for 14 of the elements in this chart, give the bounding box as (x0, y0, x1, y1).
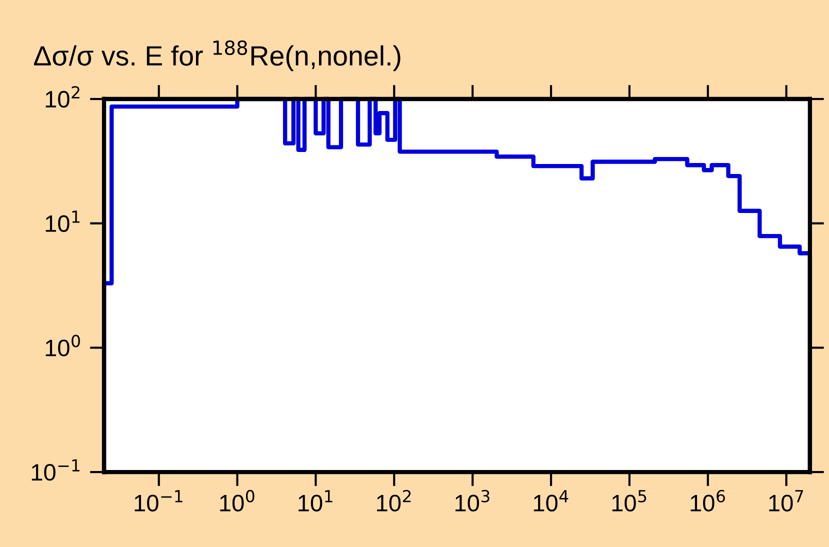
y-tick-label: 10$^{0}$ (46, 334, 80, 356)
x-tick-label: 10$^{−1}$ (134, 490, 182, 512)
x-tick-label: 10$^{1}$ (298, 490, 332, 512)
chart-title: Δσ/σ vs. E for $^{188}$Re(n,nonel.) (34, 40, 400, 72)
y-tick-label: 10$^{1}$ (46, 210, 80, 232)
x-tick-label: 10$^{5}$ (612, 490, 646, 512)
x-tick-label: 10$^{7}$ (769, 490, 804, 512)
x-tick-label: 10$^{0}$ (220, 490, 254, 512)
y-tick-label: 10$^{2}$ (46, 86, 80, 108)
x-tick-label: 10$^{2}$ (377, 490, 411, 512)
y-tick-label: 10$^{−1}$ (32, 459, 80, 481)
x-tick-label: 10$^{4}$ (534, 490, 568, 512)
x-tick-label: 10$^{6}$ (690, 490, 725, 512)
x-tick-label: 10$^{3}$ (456, 490, 490, 512)
